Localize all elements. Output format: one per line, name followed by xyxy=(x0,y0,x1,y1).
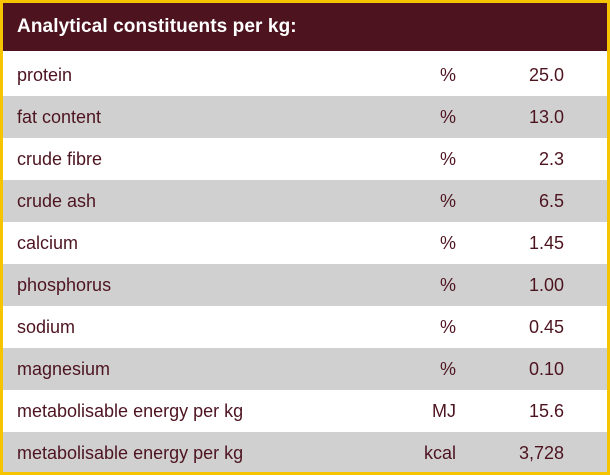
table-row: protein % 25.0 xyxy=(3,54,607,96)
row-unit: kcal xyxy=(423,443,456,463)
row-name: protein xyxy=(17,65,73,85)
row-name: sodium xyxy=(17,317,76,337)
row-unit: % xyxy=(439,149,456,169)
row-unit: % xyxy=(439,233,456,253)
table-row: metabolisable energy per kg kcal 3,728 xyxy=(3,432,607,472)
row-value: 0.45 xyxy=(528,317,564,337)
table-row: calcium % 1.45 xyxy=(3,222,607,264)
row-value: 15.6 xyxy=(528,401,564,421)
table-row: phosphorus % 1.00 xyxy=(3,264,607,306)
row-value: 0.10 xyxy=(528,359,564,379)
row-unit: % xyxy=(439,359,456,379)
row-unit: MJ xyxy=(432,401,456,421)
row-name: crude fibre xyxy=(17,149,103,169)
table-row: sodium % 0.45 xyxy=(3,306,607,348)
row-name: magnesium xyxy=(17,359,111,379)
row-value: 3,728 xyxy=(518,443,564,463)
row-unit: % xyxy=(439,107,456,127)
row-value: 13.0 xyxy=(528,107,564,127)
row-value: 1.45 xyxy=(528,233,564,253)
row-name: metabolisable energy per kg xyxy=(17,443,244,463)
row-name: crude ash xyxy=(17,191,97,211)
row-value: 6.5 xyxy=(538,191,564,211)
table-title: Analytical constituents per kg: xyxy=(3,3,607,51)
table-row: metabolisable energy per kg MJ 15.6 xyxy=(3,390,607,432)
row-name: calcium xyxy=(17,233,79,253)
row-unit: % xyxy=(439,191,456,211)
row-value: 2.3 xyxy=(538,149,564,169)
row-value: 25.0 xyxy=(528,65,564,85)
row-name: fat content xyxy=(17,107,102,127)
row-value: 1.00 xyxy=(528,275,564,295)
row-name: phosphorus xyxy=(17,275,112,295)
row-unit: % xyxy=(439,65,456,85)
table-row: fat content % 13.0 xyxy=(3,96,607,138)
table-row: crude fibre % 2.3 xyxy=(3,138,607,180)
row-name: metabolisable energy per kg xyxy=(17,401,244,421)
table-row: crude ash % 6.5 xyxy=(3,180,607,222)
row-unit: % xyxy=(439,275,456,295)
row-unit: % xyxy=(439,317,456,337)
table-row: magnesium % 0.10 xyxy=(3,348,607,390)
table-body: protein % 25.0 fat content % 13.0 crude … xyxy=(3,54,607,472)
